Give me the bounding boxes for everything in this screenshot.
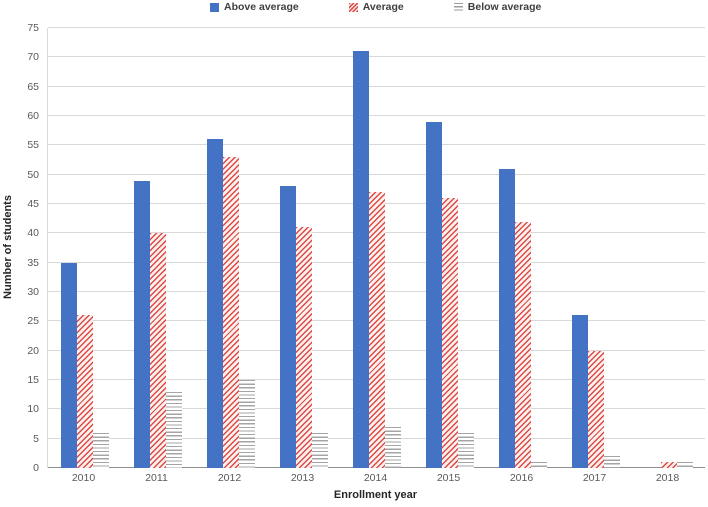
legend-label-below-average: Below average — [467, 1, 542, 13]
y-tick-label: 35 — [27, 256, 39, 269]
bar-above-average-2013 — [279, 186, 296, 468]
x-tick-label: 2010 — [71, 472, 96, 484]
y-tick-label: 0 — [33, 462, 39, 474]
bar-below-average-2016 — [530, 462, 547, 468]
y-tick-label: 65 — [27, 80, 39, 93]
y-tick-label: 40 — [27, 227, 39, 240]
bar-average-2014 — [368, 192, 385, 468]
x-tick-label: 2012 — [217, 472, 242, 484]
bar-average-2011 — [149, 233, 166, 468]
x-tick-label: 2015 — [436, 472, 461, 484]
x-tick-label: 2018 — [655, 472, 680, 484]
bar-average-2013 — [295, 227, 312, 468]
gridline — [48, 173, 705, 175]
bar-below-average-2018 — [676, 462, 693, 468]
bar-above-average-2014 — [352, 51, 369, 468]
bar-below-average-2015 — [457, 432, 474, 468]
y-tick-label: 30 — [27, 286, 39, 298]
bar-above-average-2016 — [498, 168, 515, 468]
bar-below-average-2011 — [165, 391, 182, 468]
gridline — [48, 85, 705, 87]
bar-above-average-2012 — [206, 139, 223, 468]
y-tick-label: 10 — [27, 403, 39, 416]
gridline — [48, 56, 705, 58]
x-axis-title: Enrollment year — [333, 489, 418, 501]
legend-label-average: Average — [362, 1, 404, 13]
average-swatch-icon — [348, 2, 358, 12]
gridline — [48, 144, 705, 146]
bar-above-average-2010 — [60, 262, 77, 468]
bar-below-average-2017 — [603, 456, 620, 468]
x-tick-label: 2011 — [145, 472, 168, 484]
y-tick-label: 60 — [27, 110, 39, 122]
legend: Above average Average Below average — [210, 1, 541, 13]
gridline — [48, 115, 705, 116]
bar-average-2018 — [660, 462, 677, 468]
y-tick-label: 20 — [27, 344, 39, 357]
bar-below-average-2013 — [311, 432, 328, 468]
y-tick-label: 25 — [27, 315, 39, 328]
legend-item-below-average: Below average — [453, 1, 542, 13]
x-tick-label: 2016 — [509, 472, 534, 484]
x-tick-label: 2013 — [290, 472, 315, 484]
legend-item-above-average: Above average — [210, 1, 299, 13]
y-tick-label: 50 — [27, 168, 39, 181]
bar-average-2010 — [76, 315, 93, 468]
bar-below-average-2012 — [238, 380, 255, 468]
gridline — [48, 27, 705, 28]
bar-average-2015 — [441, 198, 458, 468]
y-tick-label: 15 — [27, 374, 39, 386]
y-tick-label: 70 — [27, 51, 39, 64]
y-tick-label: 5 — [33, 432, 39, 445]
bar-above-average-2011 — [133, 180, 150, 468]
plot-area — [47, 27, 705, 468]
above-average-swatch-icon — [210, 2, 219, 12]
bar-average-2016 — [514, 221, 531, 468]
y-tick-label: 75 — [27, 22, 39, 34]
bar-below-average-2014 — [384, 426, 401, 468]
bar-average-2017 — [587, 350, 604, 468]
x-tick-label: 2017 — [582, 472, 607, 484]
x-tick-label: 2014 — [363, 472, 388, 484]
y-tick-label: 45 — [27, 198, 39, 210]
below-average-swatch-icon — [453, 2, 463, 12]
bar-below-average-2010 — [92, 432, 109, 468]
bar-above-average-2015 — [425, 121, 442, 468]
legend-item-average: Average — [348, 1, 404, 13]
y-tick-label: 55 — [27, 139, 39, 152]
bar-above-average-2017 — [571, 315, 588, 468]
bar-average-2012 — [222, 157, 239, 468]
legend-label-above-average: Above average — [224, 1, 299, 13]
